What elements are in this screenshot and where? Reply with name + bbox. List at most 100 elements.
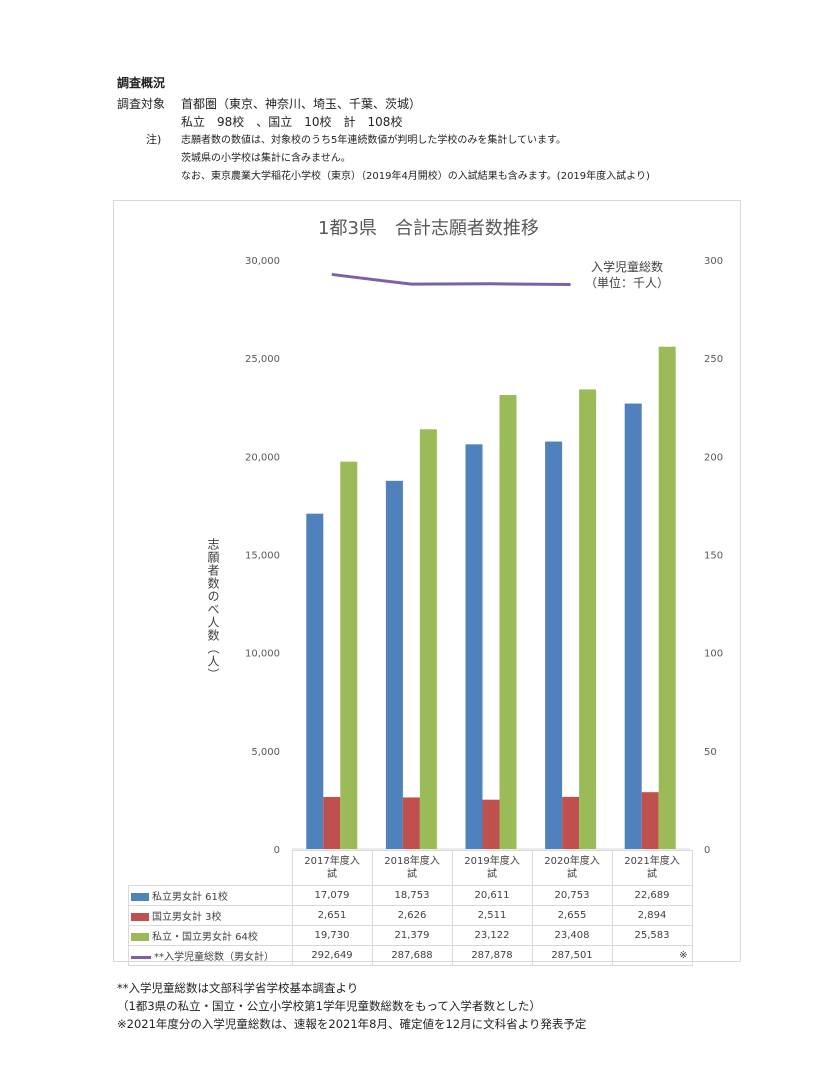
table-header-cell: 2017年度入試 — [291, 850, 373, 886]
y2-tick-label: 50 — [704, 747, 717, 758]
bar — [340, 461, 358, 849]
table-header-cell: 2020年度入試 — [531, 850, 613, 886]
category-label: 2019年度入 — [464, 856, 520, 867]
bar — [499, 395, 517, 849]
y2-tick-label: 150 — [704, 551, 723, 562]
table-cell: 2,894 — [611, 905, 693, 926]
legend-entry: 国立男女計 3校 — [128, 905, 293, 926]
bar — [385, 480, 403, 849]
bar — [419, 429, 437, 849]
note-line: なお、東京農業大学稲花小学校（東京）（2019年4月開校）の入試結果も含みます。… — [181, 171, 650, 182]
y-tick-label: 5,000 — [251, 747, 280, 758]
legend-line-swatch — [131, 955, 151, 959]
chart-title: 1都3県 合計志願者数推移 — [318, 218, 539, 239]
category-label: 試 — [327, 869, 337, 880]
table-cell: 23,408 — [531, 925, 613, 946]
table-corner — [129, 851, 293, 886]
footnote: **入学児童総数は文部科学省学校基本調査より — [117, 981, 359, 995]
note-label: 注) — [146, 133, 162, 146]
target-value: 首都圏（東京、神奈川、埼玉、千葉、茨城） — [181, 97, 422, 111]
legend-label: 私立男女計 61校 — [152, 892, 228, 903]
y2-tick-label: 200 — [704, 452, 723, 463]
bar — [658, 346, 676, 849]
bar — [545, 441, 563, 849]
bar — [482, 799, 500, 849]
table-cell: 292,649 — [291, 945, 373, 966]
legend-entry: **入学児童総数（男女計） — [128, 945, 293, 966]
y-tick-label: 0 — [274, 845, 280, 856]
bar — [323, 796, 341, 849]
table-header-row: 2017年度入試 2018年度入試 2019年度入試 2020年度入試 2021… — [129, 850, 693, 886]
bar — [562, 796, 580, 849]
category-label: 試 — [407, 869, 417, 880]
table-cell: 25,583 — [611, 925, 693, 946]
table-header-cell: 2019年度入試 — [451, 850, 533, 886]
bar — [306, 513, 324, 849]
legend-label: 国立男女計 3校 — [152, 912, 222, 923]
legend-label: 私立・国立男女計 64校 — [152, 932, 258, 943]
bar — [402, 797, 420, 849]
table-header-cell: 2018年度入試 — [371, 850, 453, 886]
table-cell: 22,689 — [611, 885, 693, 906]
table-cell: 2,626 — [371, 905, 453, 926]
table-row: 私立男女計 61校 17,079 18,753 20,611 20,753 22… — [128, 885, 693, 906]
legend-swatch — [131, 913, 149, 921]
bar — [641, 792, 659, 849]
table-cell: 2,655 — [531, 905, 613, 926]
legend-swatch — [131, 933, 149, 941]
legend-entry: 私立男女計 61校 — [128, 885, 293, 906]
category-label: 2018年度入 — [384, 856, 440, 867]
note-line: 茨城県の小学校は集計に含みません。 — [181, 153, 351, 164]
table-cell: 2,511 — [451, 905, 533, 926]
table-cell: 287,878 — [451, 945, 533, 966]
line-series — [331, 272, 571, 287]
table-row: 国立男女計 3校 2,651 2,626 2,511 2,655 2,894 — [128, 905, 693, 926]
table-cell: 19,730 — [291, 925, 373, 946]
table-cell: 2,651 — [291, 905, 373, 926]
footnote: （1都3県の私立・国立・公立小学校第1学年児童数総数をもって入学者数とした） — [117, 999, 541, 1013]
y-axis-label: 志願者数のべ人数（人） — [206, 538, 220, 681]
category-label: 2017年度入 — [304, 856, 360, 867]
table-cell: 20,611 — [451, 885, 533, 906]
category-label: 試 — [567, 869, 577, 880]
table-row: 私立・国立男女計 64校 19,730 21,379 23,122 23,408… — [128, 925, 693, 946]
table-cell: 21,379 — [371, 925, 453, 946]
category-label: 試 — [487, 869, 497, 880]
school-counts: 私立 98校 、国立 10校 計 108校 — [181, 115, 403, 129]
category-label: 2020年度入 — [544, 856, 600, 867]
y-tick-label: 15,000 — [245, 551, 280, 562]
y-tick-label: 20,000 — [245, 452, 280, 463]
table-cell: 287,688 — [371, 945, 453, 966]
table-cell: 18,753 — [371, 885, 453, 906]
legend-swatch — [131, 893, 149, 901]
secondary-axis-label: 入学児童総数 （単位：千人） — [585, 259, 669, 291]
section-title: 調査概況 — [117, 76, 166, 90]
table-header-cell: 2021年度入試 — [611, 850, 693, 886]
table-cell: 20,753 — [531, 885, 613, 906]
legend-entry: 私立・国立男女計 64校 — [128, 925, 293, 946]
category-label: 2021年度入 — [624, 856, 680, 867]
y2-tick-label: 250 — [704, 354, 723, 365]
legend-label: **入学児童総数（男女計） — [154, 952, 274, 963]
table-cell: 23,122 — [451, 925, 533, 946]
note-line: 志願者数の数値は、対象校のうち5年連続数値が判明した学校のみを集計しています。 — [181, 135, 567, 146]
y2-tick-label: 300 — [704, 256, 723, 267]
y2-tick-label: 100 — [704, 649, 723, 660]
bar — [579, 389, 597, 849]
y-tick-label: 10,000 — [245, 649, 280, 660]
table-cell: 287,501 — [531, 945, 613, 966]
target-label: 調査対象 — [117, 97, 166, 111]
y-tick-label: 25,000 — [245, 354, 280, 365]
footnote: ※2021年度分の入学児童総数は、速報を2021年8月、確定値を12月に文科省よ… — [117, 1017, 587, 1031]
bar — [624, 403, 642, 849]
table-cell: ※ — [611, 945, 693, 966]
secondary-axis-label-line: 入学児童総数 — [591, 260, 664, 274]
table-cell: 17,079 — [291, 885, 373, 906]
y2-tick-label: 0 — [704, 845, 710, 856]
secondary-axis-label-line: （単位：千人） — [585, 276, 670, 290]
table-row: **入学児童総数（男女計） 292,649 287,688 287,878 28… — [128, 945, 693, 966]
data-table: 2017年度入試 2018年度入試 2019年度入試 2020年度入試 2021… — [128, 850, 693, 966]
category-label: 試 — [647, 869, 657, 880]
y-tick-label: 30,000 — [245, 256, 280, 267]
